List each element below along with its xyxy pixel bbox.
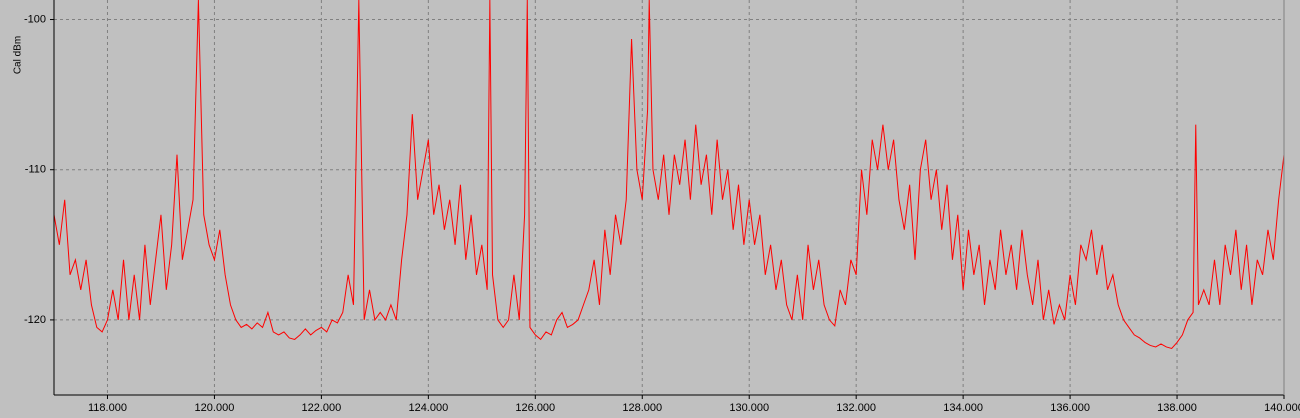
x-tick-label: 138.000	[1157, 402, 1197, 414]
x-tick-label: 124.000	[408, 402, 448, 414]
x-tick-label: 126.000	[515, 402, 555, 414]
x-tick-label: 128.000	[622, 402, 662, 414]
x-tick-label: 122.000	[302, 402, 342, 414]
x-tick-label: 120.000	[195, 402, 235, 414]
trace	[54, 0, 1284, 350]
y-tick-label: -110	[25, 164, 46, 176]
x-tick-label: 134.000	[943, 402, 983, 414]
y-tick-label: -120	[24, 314, 46, 326]
x-tick-label: 130.000	[729, 402, 769, 414]
x-tick-label: 136.000	[1050, 402, 1090, 414]
y-tick-label: -100	[24, 13, 46, 25]
x-tick-label: 132.000	[836, 402, 876, 414]
x-tick-label: 118.000	[88, 402, 127, 414]
y-axis-label: Cal dBm	[13, 36, 24, 74]
x-tick-label: 140.000	[1264, 402, 1300, 414]
